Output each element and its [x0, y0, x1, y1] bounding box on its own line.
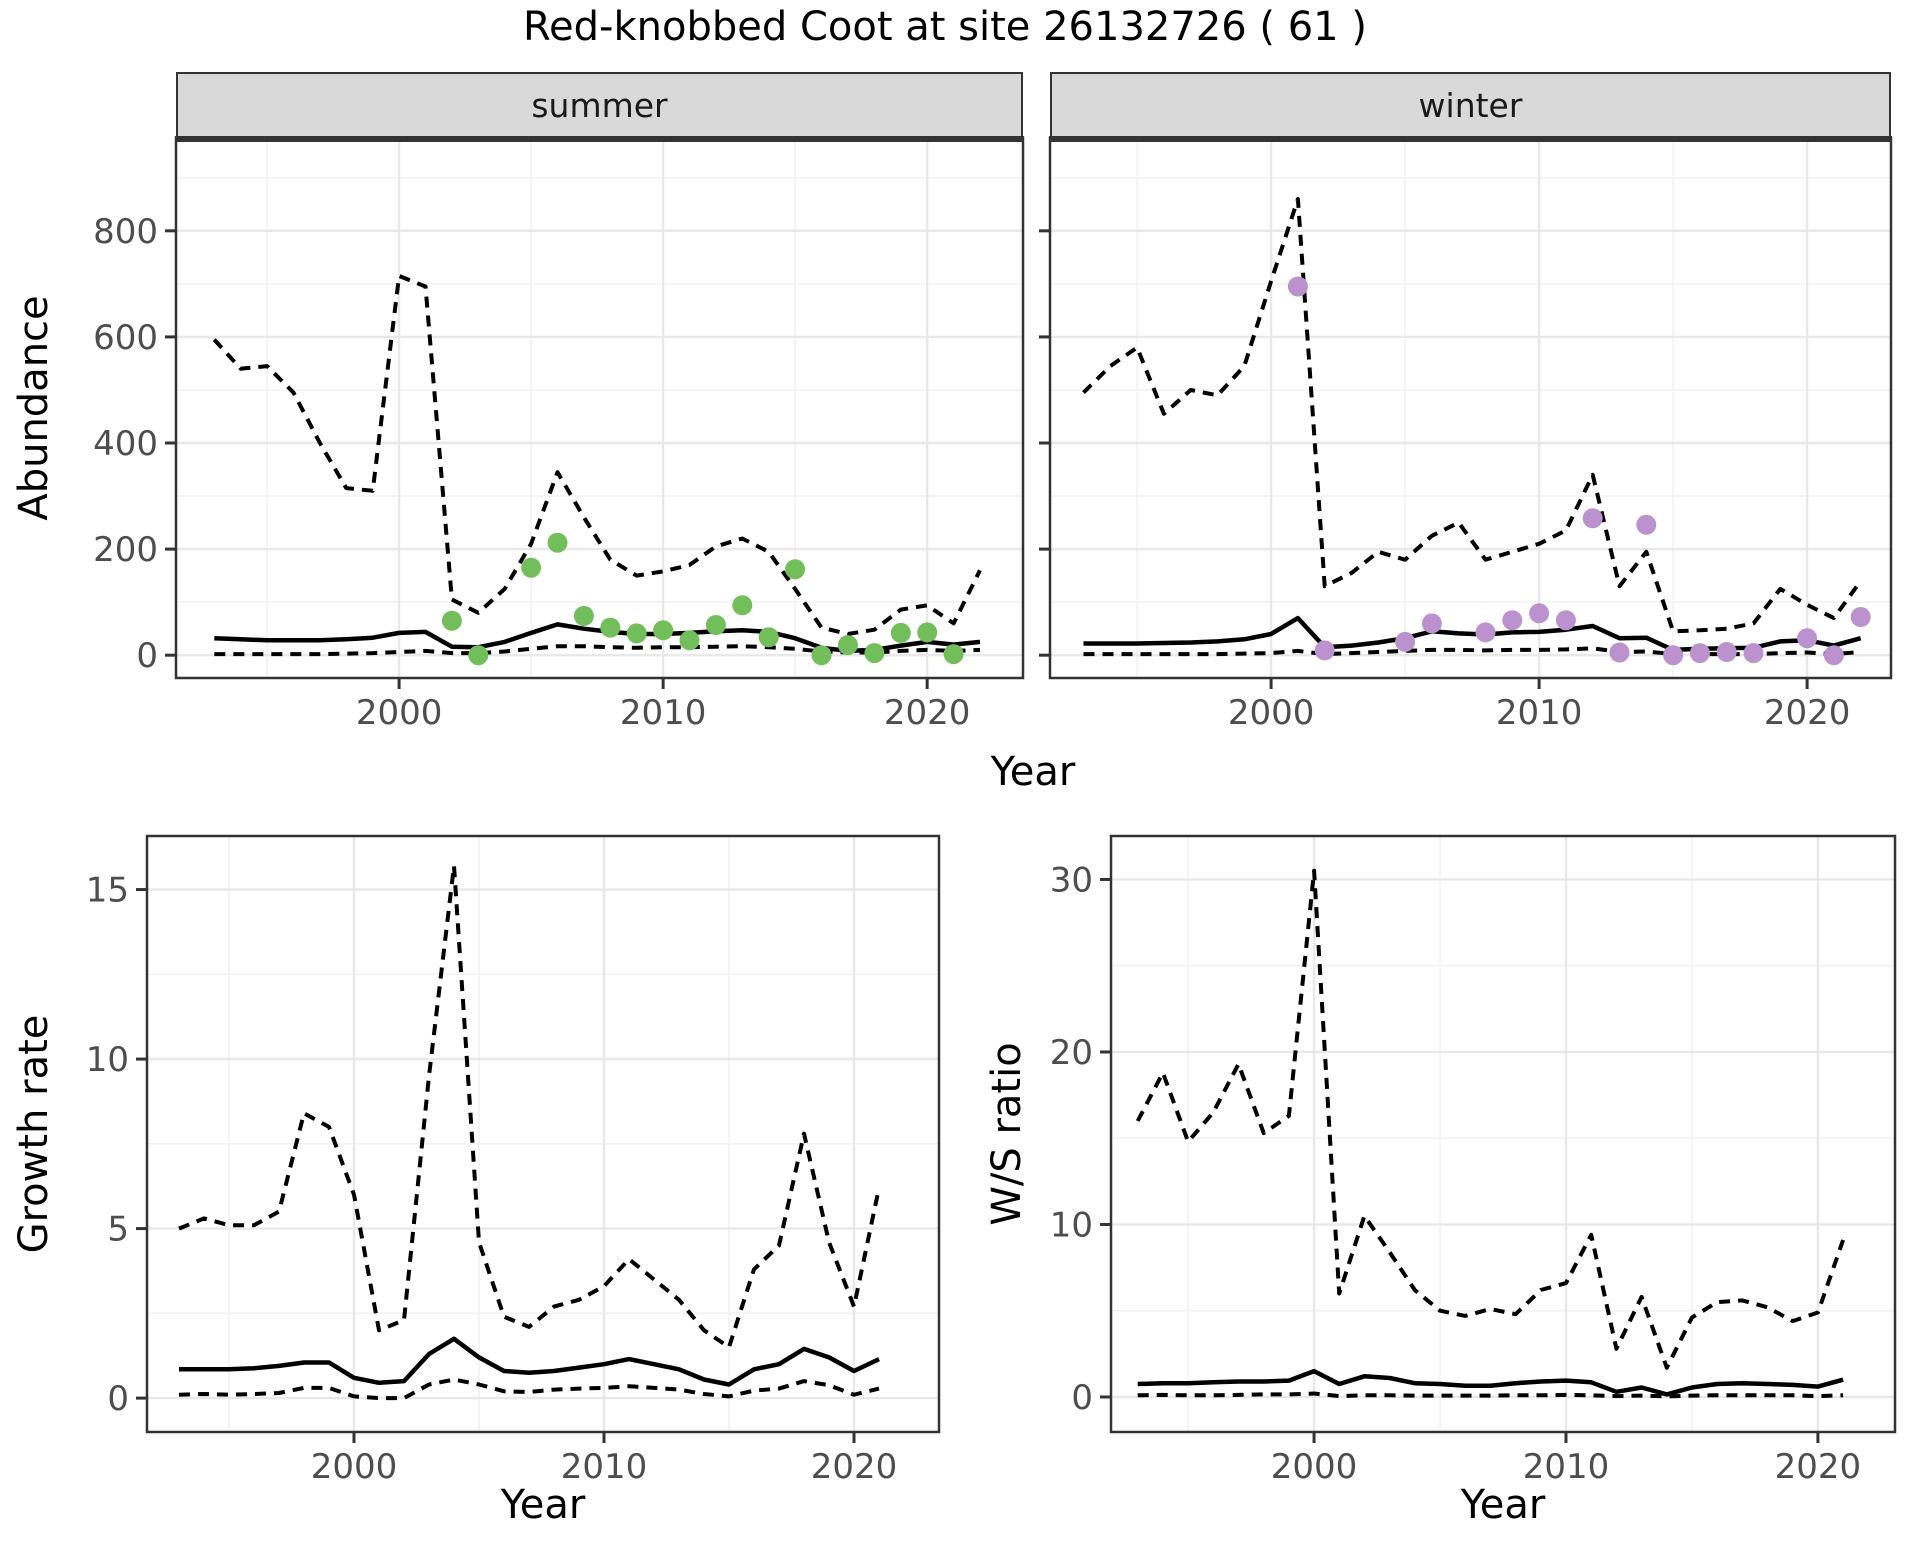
series-upper_ci-line	[1082, 197, 1863, 634]
y-tick-label: 15	[86, 871, 129, 911]
x-tick-label: 2020	[811, 1447, 898, 1487]
panel-data-abundance-summer	[212, 273, 982, 666]
observed-point	[1582, 508, 1603, 529]
panel-abundance-winter: 2000 2010 2020	[1039, 136, 1893, 733]
series-lower_ci-line	[1137, 1391, 1844, 1399]
observed-point	[785, 559, 806, 580]
series-median-line	[179, 1336, 880, 1387]
y-tick-label: 0	[1071, 1378, 1093, 1418]
x-tick-label: 2000	[1228, 693, 1315, 733]
observed-point	[1850, 607, 1871, 627]
panel-background	[176, 138, 1023, 678]
observed-point	[600, 617, 621, 638]
x-axis-title-year-top: Year	[990, 749, 1076, 795]
observed-point	[1689, 643, 1710, 664]
facet-strip-summer-label: summer	[531, 85, 668, 125]
series-lower_ci-line	[178, 1377, 880, 1401]
observed-point	[1421, 613, 1442, 634]
observed-point	[547, 532, 568, 553]
y-axis-title-growth-rate: Growth rate	[11, 1014, 57, 1254]
observed-point	[1395, 631, 1416, 652]
y-tick-label: 10	[1050, 1205, 1093, 1245]
plot-title: Red-knobbed Coot at site 26132726 ( 61 )	[523, 4, 1367, 50]
panel-abundance-summer: 2000 2010 2020 0 200 400 600 800	[93, 136, 1025, 733]
y-axis-title-ws-ratio: W/S ratio	[984, 1042, 1030, 1226]
x-tick-label: 2020	[884, 693, 971, 733]
x-tick-label: 2010	[1523, 1447, 1610, 1487]
facet-strip-summer: summer	[176, 72, 1023, 138]
x-tick-label: 2010	[1496, 693, 1583, 733]
observed-point	[1823, 645, 1844, 666]
y-tick-label: 30	[1050, 860, 1093, 900]
observed-point	[890, 622, 911, 643]
y-tick-label: 5	[107, 1210, 129, 1250]
x-axis-title-year-ws: Year	[1460, 1482, 1546, 1528]
observed-point	[653, 620, 674, 641]
panel-background	[147, 836, 939, 1432]
x-tick-label: 2020	[1764, 693, 1851, 733]
panel-ws-ratio: 2000 2010 2020 0 10 20 30	[1050, 834, 1897, 1487]
observed-point	[1287, 276, 1308, 297]
panel-background	[1050, 138, 1891, 678]
observed-point	[1609, 642, 1630, 663]
observed-point	[758, 627, 779, 648]
observed-point	[679, 630, 700, 651]
x-tick-label: 2020	[1775, 1447, 1862, 1487]
observed-point	[811, 645, 832, 666]
observed-point	[1314, 640, 1335, 661]
x-tick-label: 2000	[311, 1447, 398, 1487]
observed-point	[521, 557, 542, 578]
panel-data-growth-rate	[178, 863, 881, 1401]
y-tick-label: 400	[93, 424, 158, 464]
x-tick-label: 2000	[356, 693, 443, 733]
y-tick-label: 800	[93, 212, 158, 252]
observed-point	[1663, 645, 1684, 666]
panel-border	[1109, 834, 1897, 1434]
y-tick-label: 20	[1050, 1033, 1093, 1073]
observed-point	[1555, 610, 1576, 631]
observed-point	[573, 605, 594, 626]
observed-point	[1529, 603, 1550, 624]
observed-point	[1636, 514, 1657, 535]
series-upper_ci-line	[212, 273, 982, 636]
panel-data-abundance-winter	[1082, 197, 1871, 666]
y-tick-label: 10	[86, 1040, 129, 1080]
panel-border	[145, 834, 941, 1434]
observed-point	[1475, 622, 1496, 643]
x-tick-label: 2010	[561, 1447, 648, 1487]
observed-point	[626, 623, 647, 644]
observed-point	[705, 615, 726, 635]
panel-data-ws-ratio	[1135, 868, 1845, 1399]
series-median-line	[1137, 1368, 1844, 1397]
observed-point	[943, 644, 964, 665]
y-tick-label: 0	[136, 636, 158, 676]
panel-background	[1111, 836, 1895, 1432]
observed-point	[864, 643, 885, 664]
y-tick-label: 200	[93, 530, 158, 570]
observed-point	[468, 645, 489, 666]
series-upper_ci-line	[178, 863, 881, 1350]
observed-point	[917, 622, 938, 643]
observed-point	[1716, 642, 1737, 662]
panel-growth-rate: 2000 2010 2020 0 5 10 15	[86, 834, 941, 1487]
observed-point	[1743, 643, 1764, 664]
x-tick-label: 2000	[1271, 1447, 1358, 1487]
observed-point	[732, 595, 753, 616]
observed-point	[441, 610, 462, 631]
y-axis-title-abundance: Abundance	[11, 295, 57, 521]
series-upper_ci-line	[1135, 868, 1845, 1370]
facet-strip-winter: winter	[1050, 72, 1891, 138]
observed-point	[1502, 610, 1523, 631]
facet-strip-winter-label: winter	[1418, 85, 1523, 125]
series-lower_ci-line	[214, 644, 981, 657]
y-tick-label: 0	[107, 1379, 129, 1419]
x-axis-title-year-growth: Year	[500, 1482, 586, 1528]
x-tick-label: 2010	[620, 693, 707, 733]
observed-point	[837, 635, 858, 656]
y-tick-label: 600	[93, 318, 158, 358]
observed-point	[1797, 628, 1818, 649]
